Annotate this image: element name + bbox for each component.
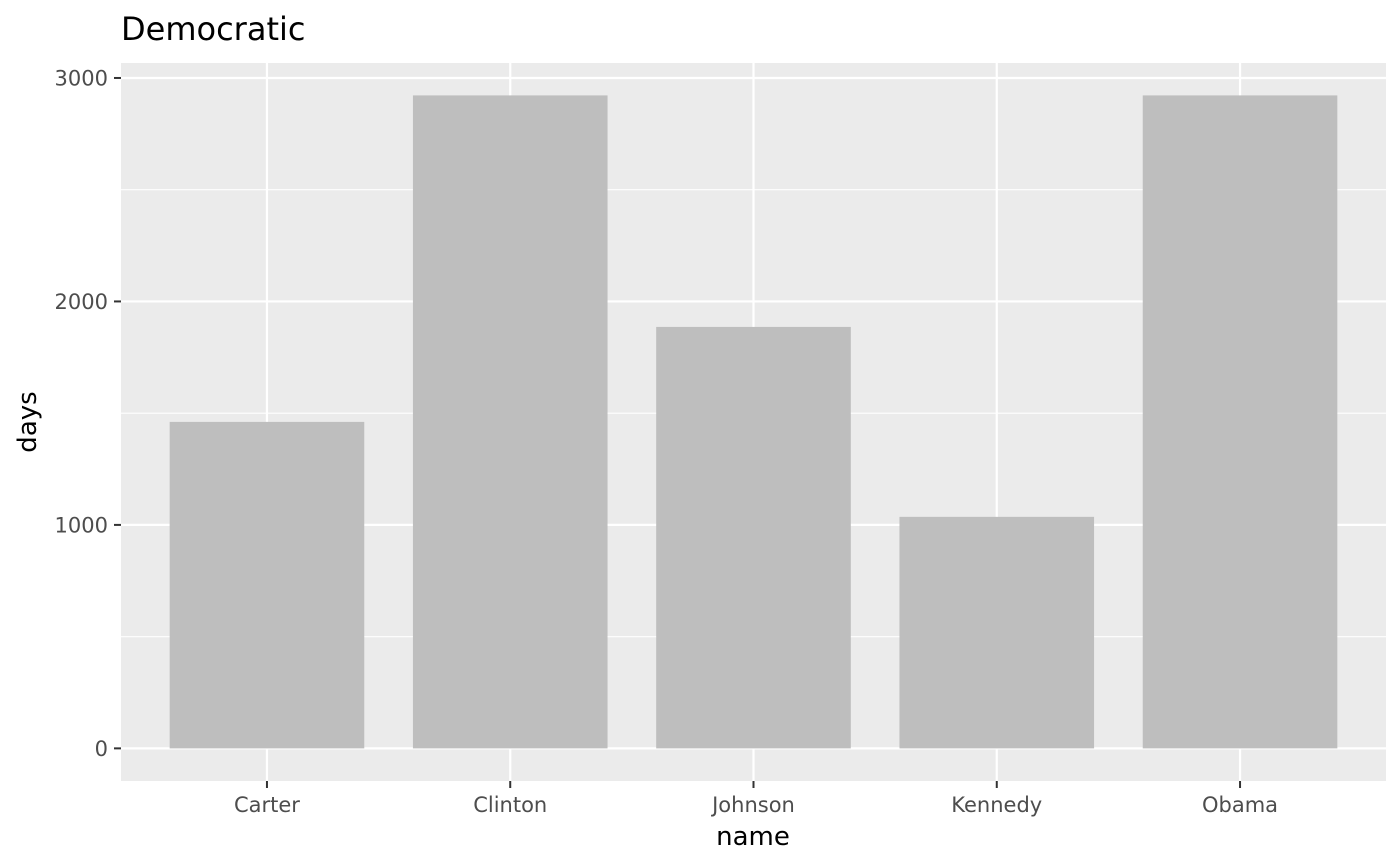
x-tick-label: Obama xyxy=(1202,793,1278,817)
chart-title: Democratic xyxy=(121,10,305,48)
bars xyxy=(169,95,1338,749)
bar-clinton xyxy=(412,95,608,749)
x-tick-label: Kennedy xyxy=(951,793,1042,817)
bar-kennedy xyxy=(899,516,1095,749)
bar-obama xyxy=(1142,95,1338,749)
x-tick-label: Carter xyxy=(234,793,300,817)
x-axis-label: name xyxy=(716,822,790,852)
y-axis-label: days xyxy=(13,391,43,452)
bar-johnson xyxy=(656,326,851,749)
bar-carter xyxy=(169,421,365,749)
x-tick-label: Johnson xyxy=(710,793,795,817)
y-tick-label: 3000 xyxy=(55,66,108,90)
x-axis: Carter Clinton Johnson Kennedy Obama xyxy=(234,781,1278,817)
y-tick-label: 2000 xyxy=(55,290,108,314)
y-tick-label: 1000 xyxy=(55,513,108,537)
y-tick-label: 0 xyxy=(95,737,108,761)
y-axis: 0 1000 2000 3000 xyxy=(55,66,121,761)
x-tick-label: Clinton xyxy=(473,793,547,817)
